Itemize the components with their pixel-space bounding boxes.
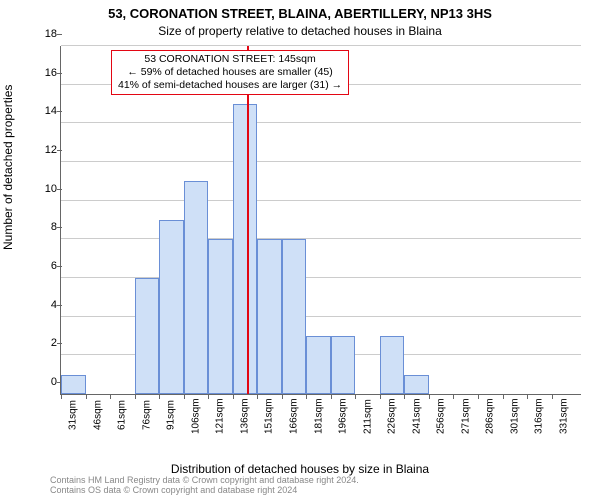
x-tick-label: 211sqm (362, 394, 373, 434)
x-tick-label: 181sqm (313, 394, 324, 434)
x-tick-label: 271sqm (460, 394, 471, 434)
histogram-bar (331, 336, 356, 394)
x-tick-mark (110, 394, 111, 399)
x-tick-label: 151sqm (264, 394, 275, 434)
histogram-bar (257, 239, 282, 394)
x-tick-label: 316sqm (534, 394, 545, 434)
histogram-bar (184, 181, 209, 394)
x-tick-label: 196sqm (338, 394, 349, 434)
histogram-bar (208, 239, 233, 394)
y-axis-label: Number of detached properties (1, 85, 15, 250)
x-tick-label: 136sqm (239, 394, 250, 434)
y-tick-label: 6 (31, 260, 61, 272)
x-tick-label: 46sqm (92, 394, 103, 434)
y-tick-label: 14 (31, 105, 61, 117)
x-tick-mark (306, 394, 307, 399)
x-tick-mark (453, 394, 454, 399)
histogram-bar (380, 336, 405, 394)
y-tick-label: 8 (31, 221, 61, 233)
x-tick-mark (257, 394, 258, 399)
x-tick-mark (159, 394, 160, 399)
x-tick-mark (478, 394, 479, 399)
marker-line (247, 46, 249, 394)
x-tick-mark (184, 394, 185, 399)
credits-text: Contains HM Land Registry data © Crown c… (50, 476, 359, 496)
x-tick-mark (86, 394, 87, 399)
annotation-line: 41% of semi-detached houses are larger (… (118, 79, 342, 92)
x-tick-mark (503, 394, 504, 399)
x-tick-label: 256sqm (436, 394, 447, 434)
x-tick-mark (135, 394, 136, 399)
histogram-bar (135, 278, 160, 394)
histogram-bar (233, 104, 258, 394)
gridline (61, 200, 581, 201)
x-tick-mark (380, 394, 381, 399)
y-tick-label: 0 (31, 376, 61, 388)
gridline (61, 238, 581, 239)
x-tick-mark (282, 394, 283, 399)
x-tick-mark (208, 394, 209, 399)
gridline (61, 45, 581, 46)
x-tick-mark (61, 394, 62, 399)
chart-subtitle: Size of property relative to detached ho… (0, 24, 600, 38)
x-tick-mark (429, 394, 430, 399)
y-tick-label: 4 (31, 299, 61, 311)
annotation-box: 53 CORONATION STREET: 145sqm← 59% of det… (111, 50, 349, 95)
histogram-bar (282, 239, 307, 394)
x-tick-label: 76sqm (141, 394, 152, 434)
x-tick-mark (404, 394, 405, 399)
y-tick-label: 2 (31, 337, 61, 349)
annotation-line: 53 CORONATION STREET: 145sqm (118, 53, 342, 66)
histogram-bar (61, 375, 86, 394)
x-axis-label: Distribution of detached houses by size … (0, 462, 600, 476)
gridline (61, 161, 581, 162)
x-tick-label: 331sqm (558, 394, 569, 434)
x-tick-label: 241sqm (411, 394, 422, 434)
x-tick-mark (233, 394, 234, 399)
histogram-bar (404, 375, 429, 394)
x-tick-label: 301sqm (509, 394, 520, 434)
x-tick-label: 31sqm (68, 394, 79, 434)
x-tick-label: 121sqm (215, 394, 226, 434)
annotation-line: ← 59% of detached houses are smaller (45… (118, 66, 342, 79)
y-tick-label: 10 (31, 183, 61, 195)
histogram-bar (159, 220, 184, 394)
x-tick-label: 91sqm (166, 394, 177, 434)
x-tick-mark (552, 394, 553, 399)
y-tick-label: 12 (31, 144, 61, 156)
gridline (61, 122, 581, 123)
histogram-bar (306, 336, 331, 394)
x-tick-label: 226sqm (387, 394, 398, 434)
x-tick-mark (331, 394, 332, 399)
x-tick-label: 166sqm (289, 394, 300, 434)
x-tick-label: 106sqm (190, 394, 201, 434)
y-tick-label: 18 (31, 28, 61, 40)
chart-title: 53, CORONATION STREET, BLAINA, ABERTILLE… (0, 6, 600, 21)
histogram-plot: 02468101214161831sqm46sqm61sqm76sqm91sqm… (60, 46, 581, 395)
y-tick-label: 16 (31, 67, 61, 79)
x-tick-mark (355, 394, 356, 399)
x-tick-label: 61sqm (117, 394, 128, 434)
x-tick-mark (527, 394, 528, 399)
x-tick-label: 286sqm (485, 394, 496, 434)
